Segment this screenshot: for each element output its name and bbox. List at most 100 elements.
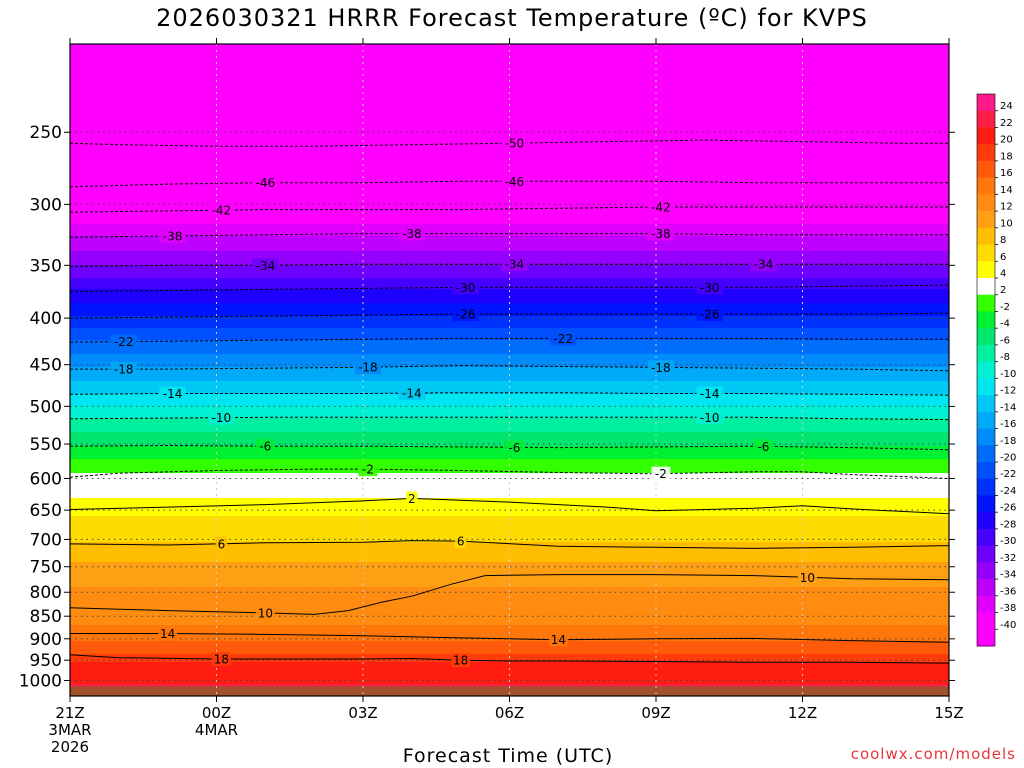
colorbar-label: -22 <box>1000 469 1016 480</box>
contour-label: -14 <box>402 387 422 401</box>
x-tick-label: 03Z <box>348 704 377 722</box>
x-tick-label: 15Z <box>934 704 963 722</box>
colorbar-label: -6 <box>1000 335 1010 346</box>
x-tick-label: 12Z <box>788 704 817 722</box>
contour-label-bg <box>252 258 279 273</box>
contour-label-bg <box>354 360 382 375</box>
contour-label-bg <box>255 439 275 454</box>
contour-label: 18 <box>453 654 468 668</box>
colorbar-label: 12 <box>1000 202 1013 213</box>
x-tick-label: 06Z <box>495 704 524 722</box>
y-tick-label: 600 <box>30 469 62 489</box>
colorbar-band <box>977 562 995 580</box>
contour-label-bg <box>110 362 137 377</box>
contour-label-bg <box>549 331 577 346</box>
colorbar-band <box>977 127 995 145</box>
contour-label: -22 <box>114 335 134 349</box>
contour-label-bg <box>696 386 723 401</box>
colorbar-band <box>977 395 995 413</box>
colorbar-label: -4 <box>1000 319 1010 330</box>
contour-label-bg <box>548 632 568 647</box>
colorbar-band <box>977 294 995 312</box>
colorbar-label: -10 <box>1000 369 1016 380</box>
contour-label-bg <box>501 257 528 272</box>
y-tick-label: 450 <box>30 356 62 376</box>
colorbar-label: 16 <box>1000 168 1013 179</box>
contour-label-bg <box>215 536 228 551</box>
y-tick-label: 900 <box>30 630 62 650</box>
colorbar-band <box>977 194 995 212</box>
contour-label: -14 <box>700 387 720 401</box>
colorbar-label: -26 <box>1000 503 1016 514</box>
colorbar-band <box>977 361 995 379</box>
colorbar-band <box>977 144 995 162</box>
contour-label-bg <box>504 440 524 455</box>
colorbar-band <box>977 528 995 547</box>
contour-label-bg <box>696 307 723 322</box>
contour-label: 2 <box>408 492 416 506</box>
grid-layer <box>70 44 949 696</box>
contour-label: -30 <box>456 281 476 295</box>
colorbar-label: -20 <box>1000 453 1016 464</box>
contour-label: -6 <box>508 441 520 455</box>
contour-line <box>70 365 949 372</box>
contour-line <box>70 233 949 238</box>
contour-label: 18 <box>214 652 229 666</box>
contour-label: -6 <box>757 440 769 454</box>
temperature-band <box>70 328 949 341</box>
contour-label-bg <box>501 174 528 189</box>
contour-label-bg <box>696 410 723 425</box>
temperature-band <box>70 542 949 563</box>
colorbar-band <box>977 411 995 430</box>
colorbar-label: -40 <box>1000 620 1016 631</box>
colorbar-band <box>977 462 995 480</box>
contour-label-bg <box>647 360 675 375</box>
colorbar: 24 22 20 18 16 14 12 10 8 6 4 2 -2 -4 -6 -8 -10 -12 -14 -16… <box>976 93 1016 647</box>
temperature-band <box>70 316 949 329</box>
contour-label-bg <box>208 203 235 218</box>
contour-label: -26 <box>700 308 720 322</box>
colorbar-label: -34 <box>1000 570 1016 581</box>
contour-label-bg <box>501 136 528 151</box>
contour-label-bg <box>252 175 279 190</box>
contour-label-bg <box>452 280 479 295</box>
contour-line <box>70 633 949 643</box>
colorbar-label: -8 <box>1000 352 1010 363</box>
contour-label-bg <box>647 199 675 214</box>
colorbar-band <box>977 428 995 446</box>
colorbar-label: -32 <box>1000 553 1016 564</box>
colorbar-frame <box>976 93 996 647</box>
source-link[interactable]: coolwx.com/models <box>850 745 1016 763</box>
y-tick-label: 800 <box>30 583 62 603</box>
contour-label: -38 <box>402 227 422 241</box>
colorbar-label: -16 <box>1000 419 1016 430</box>
contour-line <box>70 284 949 292</box>
contour-label: -34 <box>754 258 774 272</box>
contour-label: -18 <box>114 363 134 377</box>
contour-label: -2 <box>655 467 667 481</box>
colorbar-band <box>977 612 995 630</box>
colorbar-band <box>977 495 995 513</box>
colorbar-label: -36 <box>1000 586 1016 597</box>
colorbar-label: -14 <box>1000 402 1016 413</box>
colorbar-band <box>977 160 995 179</box>
x-tick-label: 2026 <box>51 738 89 756</box>
contour-label-bg <box>452 307 479 322</box>
colorbar-label: 20 <box>1000 135 1013 146</box>
colorbar-label: 2 <box>1000 285 1006 296</box>
y-tick-label: 950 <box>30 651 62 671</box>
ground-layer <box>70 686 949 696</box>
contour-label-bg <box>159 386 186 401</box>
contour-label: -10 <box>212 411 232 425</box>
contour-label: -30 <box>700 281 720 295</box>
x-tick-label: 21Z <box>55 704 84 722</box>
colorbar-label: 8 <box>1000 235 1006 246</box>
colorbar-band <box>977 545 995 563</box>
contour-label-bg <box>255 605 275 620</box>
contour-label: 10 <box>800 571 815 585</box>
y-tick-label: 850 <box>30 607 62 627</box>
y-tick-label: 500 <box>30 397 62 417</box>
x-tick-label: 09Z <box>641 704 670 722</box>
temperature-band <box>70 641 949 655</box>
